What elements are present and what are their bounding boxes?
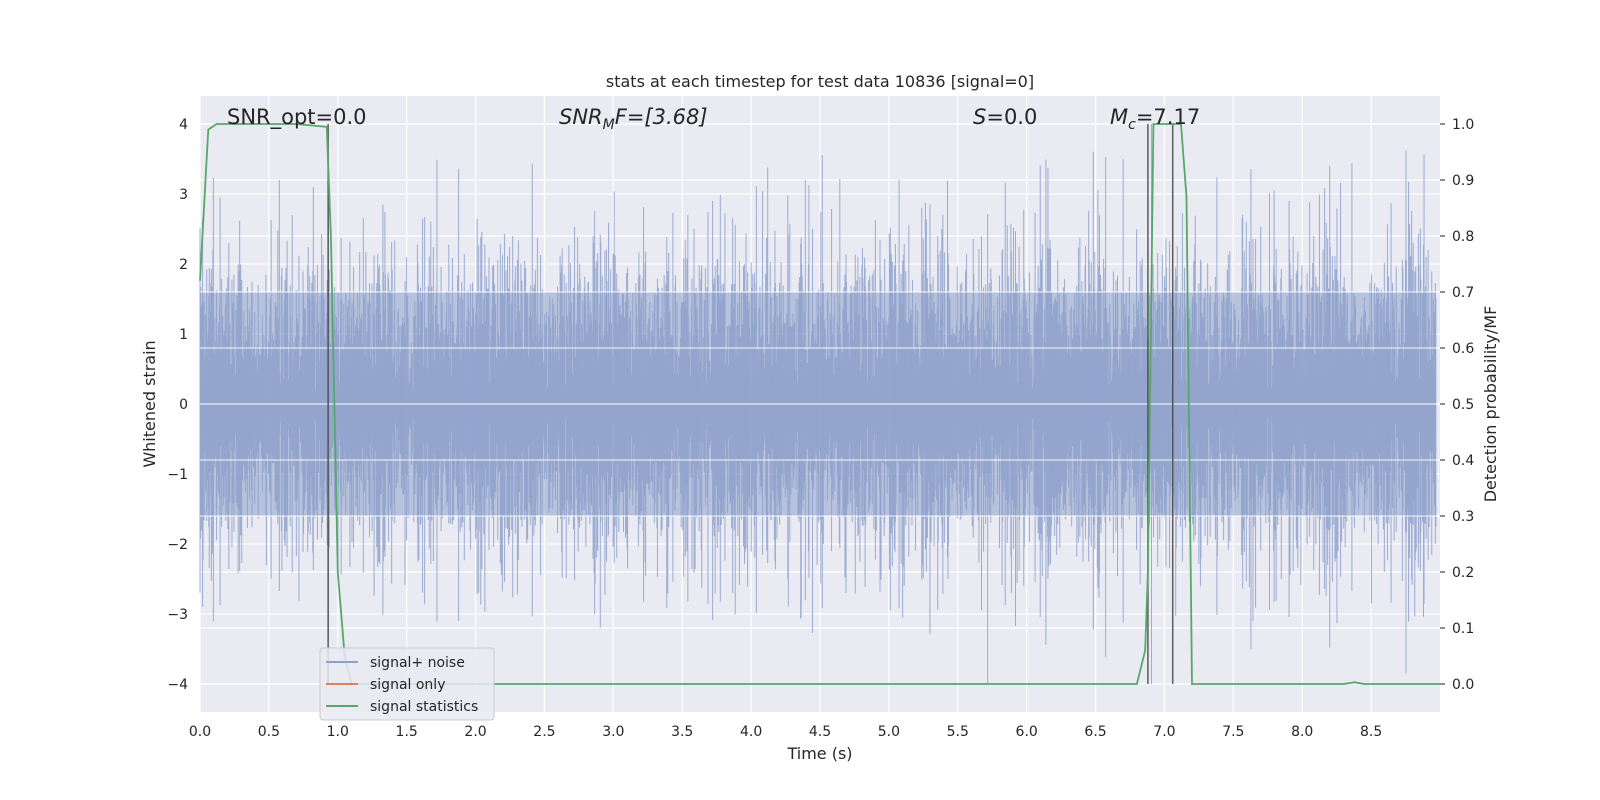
x-tick-label: 7.5 [1222, 724, 1244, 740]
y-tick-label-right: 0.6 [1452, 341, 1474, 357]
x-tick-label: 8.0 [1291, 724, 1313, 740]
y-tick-label-left: −1 [167, 467, 188, 483]
s-rest: =0.0 [986, 105, 1037, 129]
stats-series [199, 123, 1440, 685]
legend-label-signal: signal only [370, 677, 445, 693]
x-tick-label: 4.0 [740, 724, 762, 740]
s-base: S [973, 105, 986, 129]
noise-series [199, 124, 1440, 684]
y-tick-label-left: 2 [179, 257, 188, 273]
y-tick-label-right: 0.2 [1452, 565, 1474, 581]
legend: signal+ noise signal only signal statist… [319, 647, 495, 721]
x-tick-label: 6.0 [1016, 724, 1038, 740]
y-tick-label-left: −3 [167, 607, 188, 623]
y-tick-label-right: 0.8 [1452, 229, 1474, 245]
y-tick-label-left: 3 [179, 187, 188, 203]
mc-sub: c [1128, 117, 1136, 133]
legend-label-noise: signal+ noise [370, 655, 465, 671]
x-tick-label: 0.5 [258, 724, 280, 740]
x-tick-label: 3.5 [671, 724, 693, 740]
y-tick-label-left: −2 [167, 537, 188, 553]
y-tick-label-left: 0 [179, 397, 188, 413]
y-tick-label-right: 0.3 [1452, 509, 1474, 525]
x-tick-label: 3.0 [602, 724, 624, 740]
legend-box [319, 647, 495, 721]
annotation-snr-opt: SNR_opt=0.0 [227, 105, 367, 130]
y-axis-label-right: Detection probability/MF [1481, 306, 1500, 503]
y-tick-label-right: 0.7 [1452, 285, 1474, 301]
annotation-snr-mf: SNRMF=[3.68] [559, 105, 708, 133]
y-tick-label-right: 0.0 [1452, 677, 1474, 693]
y-tick-label-right: 1.0 [1452, 117, 1474, 133]
ticks: 0.0 0.5 1.0 1.5 2.0 2.5 3.0 3.5 4.0 4.5 5.0 5.5 6.0 6… [167, 117, 1474, 740]
x-tick-label: 5.5 [947, 724, 969, 740]
x-tick-label: 2.0 [464, 724, 486, 740]
annotation-mc: Mc=7.17 [1110, 105, 1200, 133]
x-tick-label: 8.5 [1360, 724, 1382, 740]
y-tick-label-right: 0.1 [1452, 621, 1474, 637]
x-tick-label: 2.5 [533, 724, 555, 740]
snr-mf-rest: F=[3.68] [615, 105, 708, 129]
snr-mf-sub: M [603, 117, 615, 133]
y-axis-label-left: Whitened strain [140, 340, 159, 467]
x-axis-label: Time (s) [786, 744, 852, 763]
x-tick-label: 4.5 [809, 724, 831, 740]
annotation-s: S=0.0 [973, 105, 1037, 129]
chart-title: stats at each timestep for test data 108… [606, 72, 1034, 91]
y-tick-label-left: 4 [179, 117, 188, 133]
signal-statistics-line [199, 123, 1440, 685]
x-tick-label: 1.5 [396, 724, 418, 740]
y-tick-label-right: 0.4 [1452, 453, 1474, 469]
snr-mf-base: SNR [559, 105, 603, 129]
x-tick-label: 5.0 [878, 724, 900, 740]
x-tick-label: 0.0 [189, 724, 211, 740]
legend-label-stats: signal statistics [370, 699, 478, 715]
y-tick-label-left: −4 [167, 677, 188, 693]
mc-rest: =7.17 [1136, 105, 1200, 129]
x-tick-label: 1.0 [327, 724, 349, 740]
y-tick-label-right: 0.9 [1452, 173, 1474, 189]
y-tick-label-right: 0.5 [1452, 397, 1474, 413]
x-tick-label: 6.5 [1084, 724, 1106, 740]
mc-base: M [1110, 105, 1128, 129]
x-tick-label: 7.0 [1153, 724, 1175, 740]
y-tick-label-left: 1 [179, 327, 188, 343]
